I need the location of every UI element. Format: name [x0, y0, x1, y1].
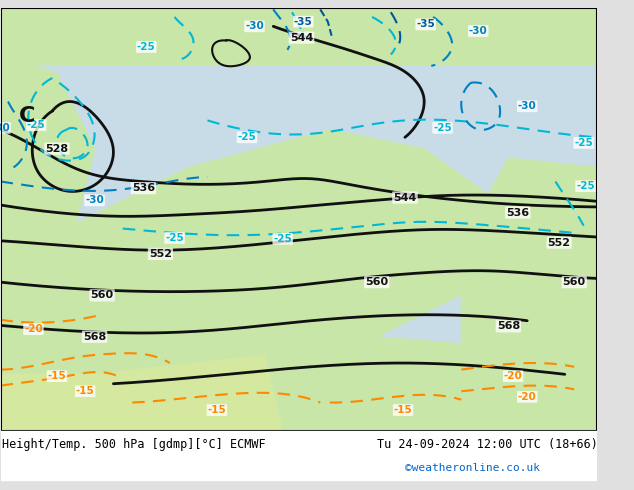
Text: -25: -25: [165, 233, 184, 243]
Text: 568: 568: [497, 321, 520, 331]
Text: 560: 560: [91, 290, 113, 300]
Text: -20: -20: [518, 392, 536, 402]
Text: -15: -15: [394, 405, 413, 415]
Text: 528: 528: [46, 144, 68, 153]
Text: 560: 560: [365, 277, 388, 287]
Text: -30: -30: [0, 123, 10, 133]
Bar: [0, 431, 598, 480]
Polygon shape: [1, 7, 597, 64]
Bar: [1, 7, 597, 431]
Text: -35: -35: [417, 20, 435, 29]
Text: Height/Temp. 500 hPa [gdmp][°C] ECMWF: Height/Temp. 500 hPa [gdmp][°C] ECMWF: [3, 439, 266, 451]
Bar: [1, 7, 597, 431]
Text: -25: -25: [238, 132, 256, 142]
Text: ©weatheronline.co.uk: ©weatheronline.co.uk: [405, 464, 540, 473]
Text: -15: -15: [76, 386, 94, 396]
Text: -25: -25: [137, 42, 156, 52]
Polygon shape: [462, 158, 597, 374]
Text: -30: -30: [469, 26, 488, 36]
Text: -25: -25: [273, 234, 292, 244]
Text: -15: -15: [48, 371, 67, 381]
Text: 552: 552: [548, 238, 571, 247]
Text: 544: 544: [290, 33, 313, 43]
Text: -30: -30: [85, 196, 104, 205]
Text: -25: -25: [576, 181, 595, 191]
Text: 544: 544: [393, 193, 417, 202]
Text: 536: 536: [132, 183, 155, 193]
Text: 536: 536: [506, 208, 529, 218]
Text: -25: -25: [27, 120, 46, 130]
Polygon shape: [1, 130, 489, 374]
Text: C: C: [18, 106, 35, 126]
Text: -25: -25: [433, 123, 452, 133]
Text: Tu 24-09-2024 12:00 UTC (18+66): Tu 24-09-2024 12:00 UTC (18+66): [377, 439, 598, 451]
Text: -20: -20: [24, 324, 43, 334]
Polygon shape: [1, 356, 283, 431]
Text: -15: -15: [207, 405, 226, 415]
Text: 552: 552: [149, 249, 172, 259]
Text: -30: -30: [245, 22, 264, 31]
Polygon shape: [1, 337, 597, 431]
Text: -35: -35: [294, 17, 313, 26]
Text: 560: 560: [562, 277, 586, 287]
Text: -20: -20: [503, 371, 522, 381]
Text: 568: 568: [83, 332, 107, 342]
Polygon shape: [1, 54, 94, 243]
Text: -30: -30: [518, 101, 536, 111]
Text: -25: -25: [574, 138, 593, 148]
